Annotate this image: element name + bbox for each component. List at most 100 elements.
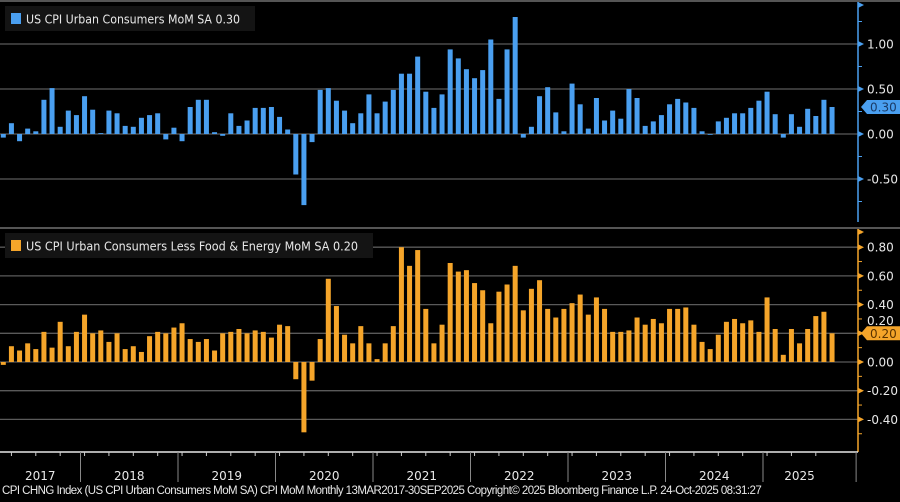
bar	[748, 320, 754, 362]
bar	[179, 134, 185, 142]
bar	[398, 73, 404, 134]
y-tick-label: -0.50	[867, 173, 898, 187]
bar	[17, 134, 23, 142]
x-tick-label-year: 2021	[406, 469, 437, 483]
last-value-label: 0.20	[870, 327, 897, 341]
bar	[821, 311, 827, 362]
bar	[0, 134, 6, 138]
bar	[0, 362, 6, 365]
bar	[658, 115, 664, 134]
bar	[675, 98, 681, 134]
bar	[350, 343, 356, 362]
bar	[504, 49, 510, 134]
bar	[333, 100, 339, 134]
bar	[545, 308, 551, 362]
y-tick-label: 0.40	[867, 298, 894, 312]
bar	[228, 331, 234, 362]
bar	[163, 134, 169, 140]
bar	[268, 337, 274, 362]
bar	[455, 58, 461, 134]
bar	[41, 99, 47, 134]
bar	[472, 78, 478, 134]
legend-swatch	[11, 240, 21, 251]
y-tick-label: 1.00	[867, 38, 894, 52]
x-tick-label-year: 2018	[114, 469, 145, 483]
bar	[732, 113, 738, 134]
bar	[98, 330, 104, 362]
bar	[512, 265, 518, 362]
bar	[309, 362, 315, 381]
x-tick-label-year: 2023	[601, 469, 632, 483]
bar	[667, 308, 673, 362]
bar	[374, 113, 380, 134]
bar	[114, 113, 120, 134]
bar	[520, 134, 526, 138]
bar	[195, 341, 201, 362]
bar	[634, 317, 640, 362]
bar	[268, 107, 274, 134]
bar	[740, 323, 746, 362]
bar	[90, 333, 96, 362]
bar	[358, 326, 364, 362]
bar	[585, 314, 591, 362]
bar	[82, 96, 88, 134]
bar	[49, 88, 55, 134]
last-value-tag	[861, 326, 900, 341]
bar	[25, 343, 31, 362]
bar	[309, 134, 315, 143]
bar	[147, 115, 153, 134]
bar	[683, 307, 689, 362]
bar	[138, 117, 144, 134]
bar	[472, 283, 478, 362]
bar	[723, 117, 729, 134]
bar	[610, 110, 616, 134]
bar	[252, 330, 258, 362]
bar	[423, 91, 429, 134]
bar	[813, 116, 819, 134]
bar	[130, 126, 136, 134]
bar	[561, 131, 567, 134]
bar	[772, 328, 778, 362]
bar	[106, 341, 112, 362]
bar	[358, 113, 364, 134]
bar	[756, 100, 762, 134]
bar	[333, 306, 339, 362]
bar	[236, 125, 242, 134]
bar	[829, 333, 835, 362]
bar	[553, 112, 559, 134]
bar	[715, 121, 721, 134]
bar	[122, 349, 128, 362]
bar	[821, 99, 827, 134]
bar	[415, 250, 421, 362]
y-tick-label: 0.00	[867, 356, 894, 370]
bar	[480, 290, 486, 362]
bar	[147, 336, 153, 362]
bar	[561, 308, 567, 362]
bar	[301, 134, 307, 206]
x-tick-label-year: 2020	[309, 469, 340, 483]
bar	[553, 317, 559, 362]
bar	[610, 331, 616, 362]
bar	[285, 326, 291, 362]
bar	[797, 343, 803, 362]
bar	[90, 109, 96, 134]
bar	[407, 265, 413, 362]
bar	[236, 328, 242, 362]
bar	[691, 324, 697, 362]
bar	[301, 362, 307, 433]
bar	[626, 330, 632, 362]
bar	[398, 247, 404, 362]
bar	[407, 73, 413, 134]
bar	[171, 127, 177, 134]
bar	[537, 280, 543, 362]
bar	[618, 118, 624, 134]
bar	[650, 121, 656, 134]
last-value-label: 0.30	[870, 101, 897, 115]
bar	[813, 316, 819, 362]
bar	[772, 114, 778, 134]
bar	[73, 115, 79, 134]
bar	[699, 341, 705, 362]
bar	[780, 354, 786, 362]
bar	[642, 125, 648, 134]
bar	[415, 56, 421, 134]
